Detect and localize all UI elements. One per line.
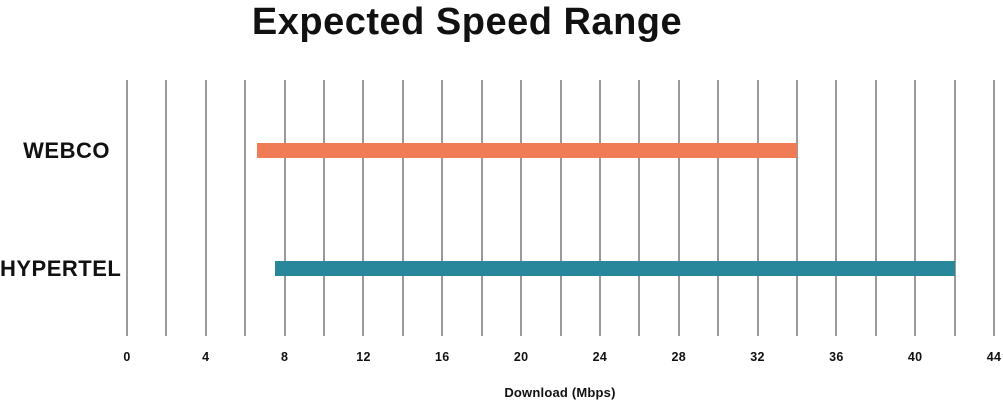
gridline [677, 80, 680, 336]
gridline [165, 80, 168, 336]
x-axis-label: Download (Mbps) [504, 385, 616, 400]
gridline [244, 80, 247, 336]
gridline [638, 80, 641, 336]
gridline [953, 80, 956, 336]
x-tick-label: 44 [986, 350, 1002, 364]
gridline [362, 80, 365, 336]
x-tick-label: 24 [592, 350, 608, 364]
gridline [914, 80, 917, 336]
x-tick-label: 16 [435, 350, 450, 364]
x-tick-label: 32 [750, 350, 765, 364]
gridline [874, 80, 877, 336]
gridline [717, 80, 720, 336]
gridline [401, 80, 404, 336]
x-tick-label: 28 [671, 350, 686, 364]
gridline [559, 80, 562, 336]
gridline [993, 80, 995, 336]
gridline [441, 80, 444, 336]
x-tick-label: 20 [513, 350, 529, 364]
gridline [520, 80, 523, 336]
gridline [126, 80, 128, 336]
gridline [756, 80, 759, 336]
x-tick-label: 4 [202, 350, 210, 364]
gridline [795, 80, 798, 336]
x-tick-label: 8 [280, 350, 289, 364]
range-bar-webco [257, 143, 797, 159]
category-label-hypertel: HYPERTEL [0, 255, 122, 281]
gridline [323, 80, 326, 336]
x-tick-label: 40 [907, 350, 923, 364]
x-tick-label: 0 [123, 350, 131, 364]
gridline [480, 80, 483, 336]
category-label-webco: WEBCO [23, 137, 110, 163]
x-tick-label: 12 [356, 350, 371, 364]
gridline [835, 80, 838, 336]
x-tick-label: 36 [829, 350, 844, 364]
range-bar-hypertel [274, 261, 955, 277]
chart-title: Expected Speed Range [251, 1, 683, 43]
gridline [598, 80, 601, 336]
gridline [283, 80, 286, 336]
gridline [204, 80, 207, 336]
